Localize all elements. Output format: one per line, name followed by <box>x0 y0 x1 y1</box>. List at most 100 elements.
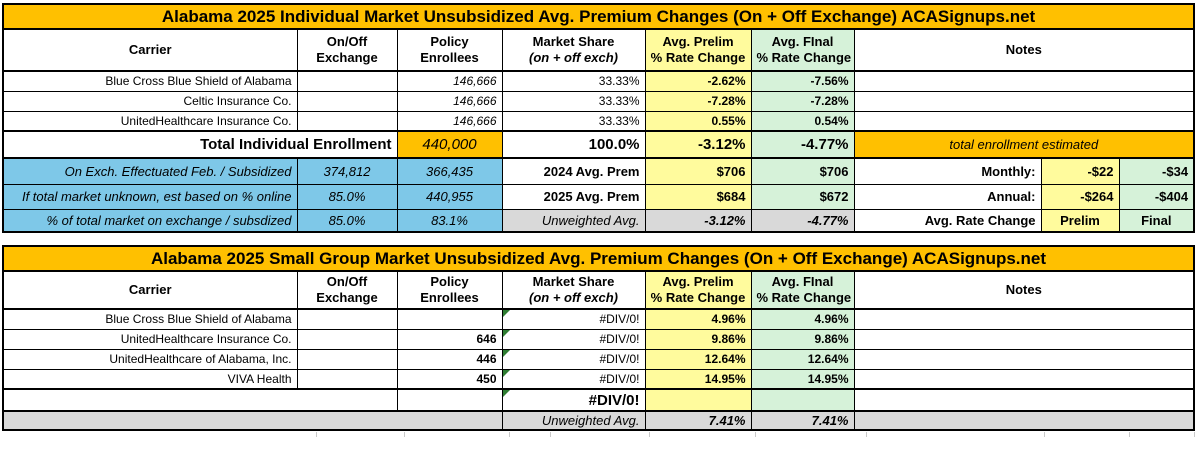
total-prelim-cell[interactable]: -3.12% <box>644 130 752 159</box>
cell-final-rate[interactable]: 12.64% <box>750 348 855 370</box>
footer-spacer-cell[interactable] <box>2 410 503 431</box>
col-header-carrier[interactable]: Carrier <box>2 28 298 72</box>
total-market-share-cell[interactable]: 100.0% <box>501 130 646 159</box>
cell-carrier[interactable]: UnitedHealthcare of Alabama, Inc. <box>2 348 298 370</box>
summary-value-cell[interactable]: 366,435 <box>396 157 503 185</box>
col-header-notes[interactable]: Notes <box>853 270 1195 310</box>
summary-label-cell[interactable]: On Exch. Effectuated Feb. / Subsidized <box>2 157 298 185</box>
cell-prelim-rate[interactable]: 12.64% <box>644 348 752 370</box>
cell-notes[interactable] <box>853 368 1195 390</box>
cell-market-share[interactable]: #DIV/0! <box>501 368 646 390</box>
col-header-onoff-exchange[interactable]: On/Off Exchange <box>296 270 398 310</box>
cell-onoff-exchange[interactable] <box>296 348 398 370</box>
footer-final-cell[interactable]: 7.41% <box>750 410 855 431</box>
cell-carrier[interactable]: Blue Cross Blue Shield of Alabama <box>2 308 298 330</box>
cell-onoff-exchange[interactable] <box>296 368 398 390</box>
cell-policy-enrollees[interactable]: 146,666 <box>396 70 503 92</box>
cell-prelim-rate[interactable]: -7.28% <box>644 90 752 112</box>
cell-final-rate[interactable]: -7.56% <box>750 70 855 92</box>
cell-notes[interactable] <box>853 348 1195 370</box>
col-header-notes[interactable]: Notes <box>853 28 1195 72</box>
cell-onoff-exchange[interactable] <box>296 308 398 330</box>
cell-market-share[interactable]: #DIV/0! <box>501 348 646 370</box>
total-label-cell[interactable] <box>2 388 398 412</box>
cell-notes[interactable] <box>853 110 1195 132</box>
cell-carrier[interactable]: UnitedHealthcare Insurance Co. <box>2 110 298 132</box>
footer-notes-cell[interactable] <box>853 410 1195 431</box>
cell-market-share[interactable]: 33.33% <box>501 70 646 92</box>
col-header-policy-enrollees[interactable]: Policy Enrollees <box>396 28 503 72</box>
summary-prelim-cell[interactable]: $706 <box>644 157 752 185</box>
cell-policy-enrollees[interactable]: 446 <box>396 348 503 370</box>
cell-policy-enrollees[interactable]: 146,666 <box>396 90 503 112</box>
summary-prelim-cell[interactable]: -3.12% <box>644 208 752 233</box>
summary-label-cell[interactable]: % of total market on exchange / subsdize… <box>2 208 298 233</box>
summary-value-cell[interactable]: 85.0% <box>296 183 398 210</box>
cell-final-rate[interactable]: 9.86% <box>750 328 855 350</box>
cell-prelim-rate[interactable]: 0.55% <box>644 110 752 132</box>
cell-policy-enrollees[interactable]: 450 <box>396 368 503 390</box>
total-market-share-cell[interactable]: #DIV/0! <box>501 388 646 412</box>
total-enrollees-cell[interactable] <box>396 388 503 412</box>
total-note-cell[interactable] <box>853 388 1195 412</box>
summary-value-cell[interactable]: 85.0% <box>296 208 398 233</box>
col-header-carrier[interactable]: Carrier <box>2 270 298 310</box>
summary-metric-label[interactable]: Unweighted Avg. <box>501 208 646 233</box>
cell-final-rate[interactable]: 4.96% <box>750 308 855 330</box>
col-header-final-rate[interactable]: Avg. FInal% Rate Change <box>750 270 855 310</box>
note-metric-label[interactable]: Avg. Rate Change <box>853 208 1042 233</box>
cell-notes[interactable] <box>853 328 1195 350</box>
total-final-cell[interactable]: -4.77% <box>750 130 855 159</box>
footer-prelim-cell[interactable]: 7.41% <box>644 410 752 431</box>
cell-onoff-exchange[interactable] <box>296 110 398 132</box>
note-metric-label[interactable]: Monthly: <box>853 157 1042 185</box>
note-prelim-cell[interactable]: -$22 <box>1040 157 1120 185</box>
summary-metric-label[interactable]: 2025 Avg. Prem <box>501 183 646 210</box>
cell-carrier[interactable]: UnitedHealthcare Insurance Co. <box>2 328 298 350</box>
col-header-market-share[interactable]: Market Share (on + off exch) <box>501 28 646 72</box>
cell-market-share[interactable]: #DIV/0! <box>501 328 646 350</box>
cell-market-share[interactable]: #DIV/0! <box>501 308 646 330</box>
summary-final-cell[interactable]: $672 <box>750 183 855 210</box>
cell-prelim-rate[interactable]: 4.96% <box>644 308 752 330</box>
cell-final-rate[interactable]: -7.28% <box>750 90 855 112</box>
cell-final-rate[interactable]: 14.95% <box>750 368 855 390</box>
summary-value-cell[interactable]: 440,955 <box>396 183 503 210</box>
total-enrollees-cell[interactable]: 440,000 <box>396 130 503 159</box>
summary-metric-label[interactable]: 2024 Avg. Prem <box>501 157 646 185</box>
total-final-cell[interactable] <box>750 388 855 412</box>
total-prelim-cell[interactable] <box>644 388 752 412</box>
summary-final-cell[interactable]: -4.77% <box>750 208 855 233</box>
col-header-policy-enrollees[interactable]: Policy Enrollees <box>396 270 503 310</box>
col-header-prelim-rate[interactable]: Avg. Prelim% Rate Change <box>644 28 752 72</box>
cell-policy-enrollees[interactable] <box>396 308 503 330</box>
cell-policy-enrollees[interactable]: 646 <box>396 328 503 350</box>
note-prelim-cell[interactable]: -$264 <box>1040 183 1120 210</box>
col-header-market-share[interactable]: Market Share (on + off exch) <box>501 270 646 310</box>
cell-market-share[interactable]: 33.33% <box>501 90 646 112</box>
cell-final-rate[interactable]: 0.54% <box>750 110 855 132</box>
note-metric-label[interactable]: Annual: <box>853 183 1042 210</box>
total-enrollment-label[interactable]: Total Individual Enrollment <box>2 130 398 159</box>
cell-carrier[interactable]: VIVA Health <box>2 368 298 390</box>
cell-notes[interactable] <box>853 70 1195 92</box>
cell-market-share[interactable]: 33.33% <box>501 110 646 132</box>
cell-onoff-exchange[interactable] <box>296 90 398 112</box>
col-header-onoff-exchange[interactable]: On/Off Exchange <box>296 28 398 72</box>
summary-final-cell[interactable]: $706 <box>750 157 855 185</box>
footer-label-cell[interactable]: Unweighted Avg. <box>501 410 646 431</box>
note-prelim-header[interactable]: Prelim <box>1040 208 1120 233</box>
note-final-cell[interactable]: -$404 <box>1118 183 1195 210</box>
note-final-cell[interactable]: -$34 <box>1118 157 1195 185</box>
col-header-final-rate[interactable]: Avg. FInal% Rate Change <box>750 28 855 72</box>
cell-carrier[interactable]: Blue Cross Blue Shield of Alabama <box>2 70 298 92</box>
cell-notes[interactable] <box>853 90 1195 112</box>
summary-value-cell[interactable]: 83.1% <box>396 208 503 233</box>
cell-notes[interactable] <box>853 308 1195 330</box>
col-header-prelim-rate[interactable]: Avg. Prelim% Rate Change <box>644 270 752 310</box>
summary-label-cell[interactable]: If total market unknown, est based on % … <box>2 183 298 210</box>
note-final-header[interactable]: Final <box>1118 208 1195 233</box>
cell-prelim-rate[interactable]: -2.62% <box>644 70 752 92</box>
cell-carrier[interactable]: Celtic Insurance Co. <box>2 90 298 112</box>
cell-onoff-exchange[interactable] <box>296 70 398 92</box>
